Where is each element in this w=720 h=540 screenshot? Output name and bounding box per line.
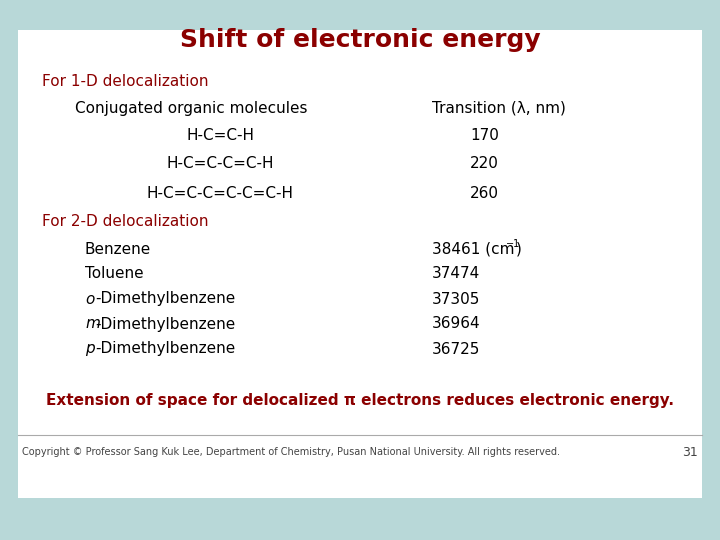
Text: p: p [85,341,94,356]
Text: 36725: 36725 [432,341,480,356]
Text: -Dimethylbenzene: -Dimethylbenzene [95,341,235,356]
Text: Benzene: Benzene [85,241,151,256]
Text: ): ) [516,241,522,256]
Text: 36964: 36964 [432,316,481,332]
Text: Copyright © Professor Sang Kuk Lee, Department of Chemistry, Pusan National Univ: Copyright © Professor Sang Kuk Lee, Depa… [22,447,560,457]
Text: 220: 220 [470,157,499,172]
Text: Transition (λ, nm): Transition (λ, nm) [432,100,566,116]
Text: For 2-D delocalization: For 2-D delocalization [42,214,209,230]
Text: For 1-D delocalization: For 1-D delocalization [42,75,209,90]
Text: Conjugated organic molecules: Conjugated organic molecules [75,100,307,116]
Text: 170: 170 [470,127,499,143]
Text: 37305: 37305 [432,292,480,307]
Text: 260: 260 [470,186,499,200]
Text: 38461 (cm: 38461 (cm [432,241,515,256]
Text: H-C=C-C=C-C=C-H: H-C=C-C=C-C=C-H [146,186,294,200]
Text: -Dimethylbenzene: -Dimethylbenzene [95,316,235,332]
Text: H-C=C-H: H-C=C-H [186,127,254,143]
Text: Shift of electronic energy: Shift of electronic energy [180,28,540,52]
Text: 31: 31 [683,446,698,458]
Text: -Dimethylbenzene: -Dimethylbenzene [95,292,235,307]
Text: −1: −1 [506,239,521,249]
Text: 37474: 37474 [432,267,480,281]
Text: o: o [85,292,94,307]
Text: Extension of space for delocalized π electrons reduces electronic energy.: Extension of space for delocalized π ele… [46,393,674,408]
FancyBboxPatch shape [18,30,702,498]
Text: m: m [85,316,100,332]
Text: Toluene: Toluene [85,267,143,281]
Text: H-C=C-C=C-H: H-C=C-C=C-H [166,157,274,172]
